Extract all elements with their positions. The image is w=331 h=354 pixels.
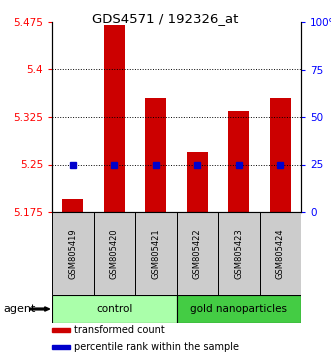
Text: agent: agent [3, 304, 36, 314]
Bar [52, 212, 93, 295]
Bar [104, 25, 125, 212]
Bar [176, 212, 218, 295]
Bar [260, 212, 301, 295]
Bar [145, 98, 166, 212]
Bar [135, 212, 176, 295]
Text: GSM805424: GSM805424 [276, 228, 285, 279]
Text: GDS4571 / 192326_at: GDS4571 / 192326_at [92, 12, 239, 25]
Bar [62, 199, 83, 212]
Bar [176, 295, 301, 323]
Text: GSM805422: GSM805422 [193, 228, 202, 279]
Text: control: control [96, 304, 132, 314]
Text: GSM805421: GSM805421 [151, 228, 160, 279]
Bar [270, 98, 291, 212]
Bar [218, 212, 260, 295]
Bar [187, 152, 208, 212]
Text: GSM805423: GSM805423 [234, 228, 243, 279]
Bar [52, 345, 70, 349]
Bar [228, 111, 249, 212]
Text: GSM805419: GSM805419 [68, 228, 77, 279]
Bar [52, 328, 70, 332]
Text: gold nanoparticles: gold nanoparticles [190, 304, 287, 314]
Text: transformed count: transformed count [73, 325, 164, 335]
Text: percentile rank within the sample: percentile rank within the sample [73, 342, 239, 352]
Text: GSM805420: GSM805420 [110, 228, 119, 279]
Bar [52, 295, 176, 323]
Bar [93, 212, 135, 295]
